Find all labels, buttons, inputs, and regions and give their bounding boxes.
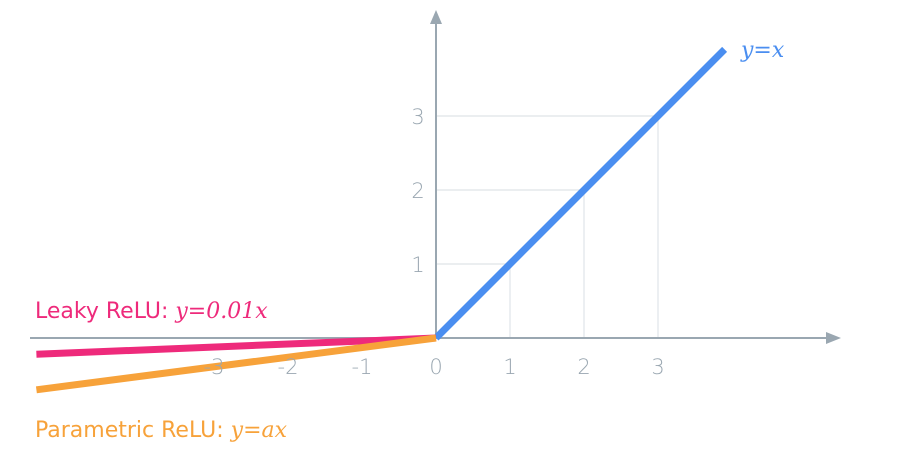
axis-layer [30,10,841,344]
grid-layer [436,115,659,338]
parametric-label-math: y=ax [230,418,288,443]
x-tick-label: 1 [503,355,516,379]
leaky-label-prefix: Leaky ReLU: [35,299,175,324]
leaky-series-line [36,334,437,358]
relu-series-line [433,46,728,341]
relu-series-label: y=x [740,38,785,63]
parametric-series-label: Parametric ReLU: y=ax [35,418,288,443]
x-tick-label: 0 [429,355,442,379]
y-tick-label: 3 [411,105,424,129]
x-axis-arrowhead [826,332,841,344]
x-tick-label: 2 [577,355,590,379]
y-tick-label: 2 [411,179,424,203]
y-axis-arrowhead [430,10,442,24]
leaky-label-math: y=0.01x [174,299,268,324]
x-tick-label: -1 [352,355,373,379]
x-tick-label: -3 [204,355,225,379]
leaky-series-label: Leaky ReLU: y=0.01x [35,299,268,324]
parametric-series-line [35,334,437,394]
parametric-label-prefix: Parametric ReLU: [35,418,231,443]
series-layer [35,46,728,394]
x-tick-label: 3 [651,355,664,379]
y-tick-label: 1 [411,253,424,277]
x-tick-label: -2 [278,355,299,379]
relu-label-math: y=x [740,38,785,63]
tick-layer: -3 -2 -1 0 1 2 3 1 2 3 [204,105,665,379]
